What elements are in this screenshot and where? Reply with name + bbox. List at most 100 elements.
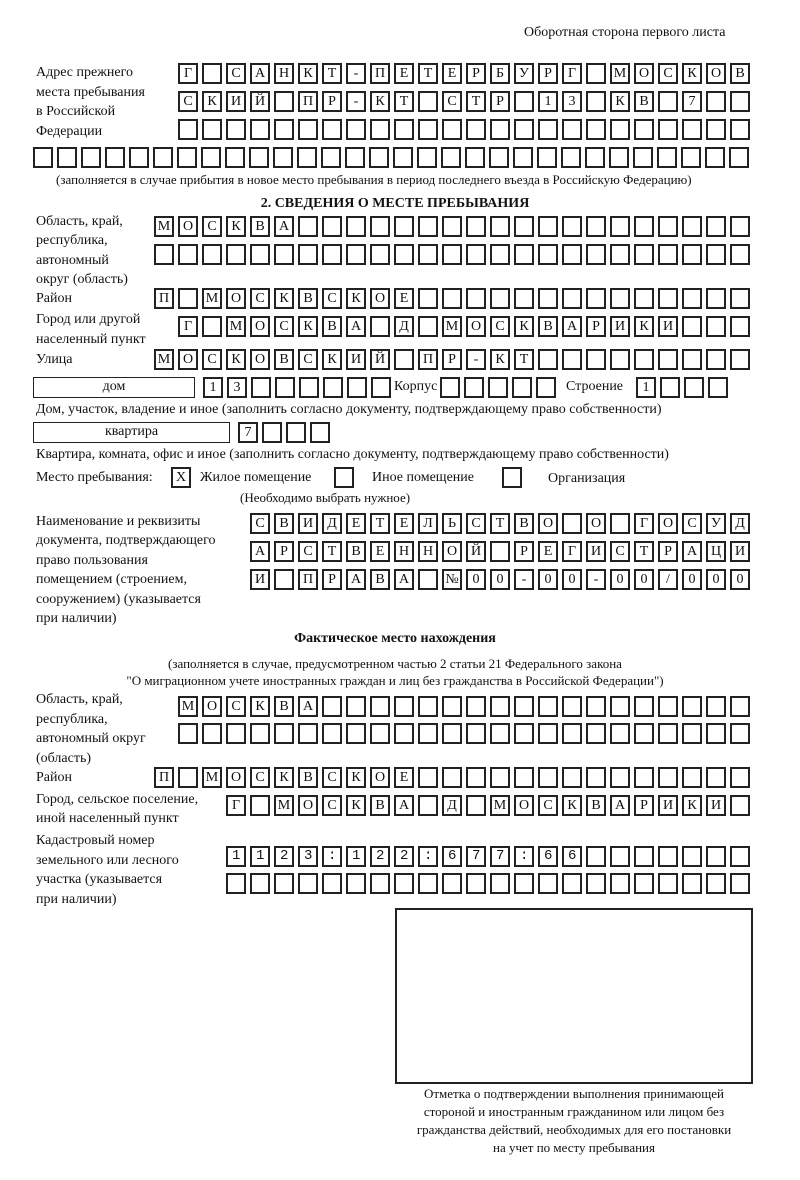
char-cell[interactable] [682, 349, 702, 370]
char-cell[interactable] [658, 119, 678, 140]
char-cell[interactable] [585, 147, 605, 168]
char-cell[interactable]: М [202, 767, 222, 788]
char-cell[interactable] [442, 244, 462, 265]
char-cell[interactable] [682, 119, 702, 140]
char-cell[interactable] [681, 147, 701, 168]
char-cell[interactable] [561, 147, 581, 168]
char-cell[interactable]: Г [562, 63, 582, 84]
char-cell[interactable]: Е [370, 541, 390, 562]
char-cell[interactable]: - [346, 91, 366, 112]
char-cell[interactable] [394, 216, 414, 237]
char-cell[interactable] [394, 873, 414, 894]
char-cell[interactable]: О [178, 349, 198, 370]
char-cell[interactable]: К [298, 316, 318, 337]
char-cell[interactable] [178, 119, 198, 140]
char-cell[interactable] [658, 767, 678, 788]
char-cell[interactable]: И [658, 316, 678, 337]
char-cell[interactable]: Р [322, 91, 342, 112]
char-cell[interactable] [442, 119, 462, 140]
char-cell[interactable] [586, 723, 606, 744]
char-cell[interactable]: В [298, 767, 318, 788]
char-cell[interactable] [418, 316, 438, 337]
char-cell[interactable] [394, 696, 414, 717]
char-cell[interactable] [562, 696, 582, 717]
char-cell[interactable]: Р [274, 541, 294, 562]
char-cell[interactable]: К [226, 216, 246, 237]
char-cell[interactable] [250, 846, 270, 867]
char-cell[interactable]: Р [322, 569, 342, 590]
char-cell[interactable] [538, 696, 558, 717]
char-cell[interactable] [706, 349, 726, 370]
actual-region-row-2[interactable] [178, 723, 754, 744]
char-cell[interactable]: П [298, 91, 318, 112]
char-cell[interactable]: 0 [538, 569, 558, 590]
char-cell[interactable]: И [658, 795, 678, 816]
char-cell[interactable] [346, 696, 366, 717]
char-cell[interactable] [178, 767, 198, 788]
char-cell[interactable] [442, 696, 462, 717]
char-cell[interactable]: С [322, 795, 342, 816]
char-cell[interactable] [393, 147, 413, 168]
char-cell[interactable] [226, 873, 246, 894]
char-cell[interactable]: С [682, 513, 702, 534]
char-cell[interactable] [730, 846, 750, 867]
char-cell[interactable] [538, 288, 558, 309]
char-cell[interactable]: С [202, 216, 222, 237]
char-cell[interactable]: Н [274, 63, 294, 84]
char-cell[interactable]: О [466, 316, 486, 337]
char-cell[interactable]: Г [634, 513, 654, 534]
char-cell[interactable] [538, 244, 558, 265]
char-cell[interactable] [514, 288, 534, 309]
char-cell[interactable]: О [658, 513, 678, 534]
char-cell[interactable] [464, 377, 484, 398]
char-cell[interactable]: В [346, 541, 366, 562]
char-cell[interactable] [418, 288, 438, 309]
char-cell[interactable] [345, 147, 365, 168]
char-cell[interactable]: О [250, 316, 270, 337]
char-cell[interactable] [226, 119, 246, 140]
char-cell[interactable] [706, 846, 726, 867]
char-cell[interactable] [346, 846, 366, 867]
char-cell[interactable]: Т [490, 513, 510, 534]
char-cell[interactable]: П [154, 288, 174, 309]
char-cell[interactable] [634, 846, 654, 867]
char-cell[interactable] [442, 767, 462, 788]
char-cell[interactable]: О [250, 349, 270, 370]
char-cell[interactable] [322, 696, 342, 717]
char-cell[interactable]: И [610, 316, 630, 337]
char-cell[interactable] [201, 147, 221, 168]
char-cell[interactable]: К [298, 63, 318, 84]
char-cell[interactable] [490, 846, 510, 867]
char-cell[interactable] [249, 147, 269, 168]
char-cell[interactable]: А [562, 316, 582, 337]
char-cell[interactable]: Й [370, 349, 390, 370]
char-cell[interactable] [490, 119, 510, 140]
char-cell[interactable]: С [466, 513, 486, 534]
char-cell[interactable]: С [202, 349, 222, 370]
char-cell[interactable] [586, 216, 606, 237]
char-cell[interactable] [370, 723, 390, 744]
char-cell[interactable] [562, 216, 582, 237]
char-cell[interactable]: О [586, 513, 606, 534]
region-row-2[interactable] [154, 244, 754, 265]
char-cell[interactable] [418, 723, 438, 744]
char-cell[interactable] [514, 723, 534, 744]
char-cell[interactable]: С [538, 795, 558, 816]
char-cell[interactable]: О [634, 63, 654, 84]
char-cell[interactable]: О [442, 541, 462, 562]
char-cell[interactable] [370, 316, 390, 337]
char-cell[interactable]: О [178, 216, 198, 237]
char-cell[interactable] [418, 873, 438, 894]
checkbox-residential[interactable]: X [171, 467, 191, 488]
char-cell[interactable]: Е [394, 767, 414, 788]
char-cell[interactable]: К [274, 767, 294, 788]
char-cell[interactable] [538, 349, 558, 370]
char-cell[interactable]: Н [418, 541, 438, 562]
char-cell[interactable]: А [250, 541, 270, 562]
char-cell[interactable]: 7 [238, 422, 258, 443]
char-cell[interactable] [466, 696, 486, 717]
char-cell[interactable]: У [706, 513, 726, 534]
char-cell[interactable] [322, 216, 342, 237]
